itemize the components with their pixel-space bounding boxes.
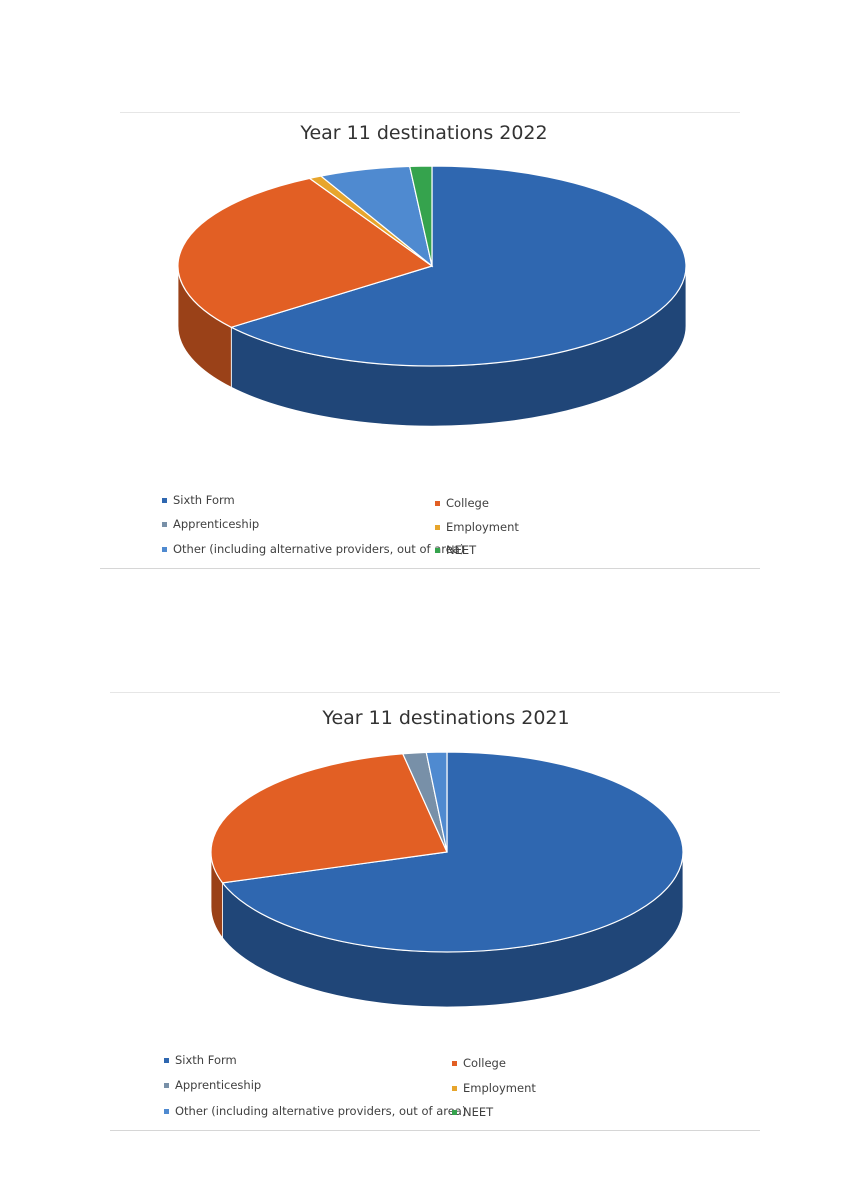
legend-item: Employment — [452, 1081, 536, 1095]
pie-slice — [408, 165, 433, 267]
legend-swatch — [162, 497, 167, 503]
legend-swatch — [164, 1057, 169, 1063]
pie-slice — [229, 165, 687, 367]
legend-item: Sixth Form — [164, 1053, 237, 1067]
legend-swatch — [435, 500, 440, 506]
legend-label: College — [463, 1056, 506, 1070]
legend-swatch — [435, 524, 440, 530]
legend-label: Other (including alternative providers, … — [173, 542, 465, 556]
legend-swatch — [435, 547, 440, 553]
pie-plot — [210, 751, 684, 1008]
legend-swatch — [452, 1085, 457, 1091]
legend-label: College — [446, 496, 489, 510]
pie-slice — [210, 753, 448, 884]
chart-title: Year 11 destinations 2021 — [322, 707, 570, 729]
legend-item: College — [452, 1056, 506, 1070]
legend-item: Apprenticeship — [162, 517, 259, 531]
legend-label: Sixth Form — [173, 493, 235, 507]
chart-frame-top — [120, 112, 740, 113]
legend-item: NEET — [435, 543, 476, 557]
legend-item: Employment — [435, 520, 519, 534]
pie-plot — [177, 165, 687, 427]
legend-item: College — [435, 496, 489, 510]
chart-title: Year 11 destinations 2022 — [300, 122, 548, 144]
legend-swatch — [452, 1109, 457, 1115]
chart-frame-top — [110, 692, 780, 693]
legend-item: Sixth Form — [162, 493, 235, 507]
legend-swatch — [162, 546, 167, 552]
legend-swatch — [164, 1082, 169, 1088]
legend-item: NEET — [452, 1105, 493, 1119]
pie-slice — [425, 751, 448, 853]
pie-slice — [177, 177, 434, 328]
legend-swatch — [452, 1060, 457, 1066]
legend-label: NEET — [463, 1105, 494, 1119]
legend-item: Other (including alternative providers, … — [164, 1104, 466, 1118]
chart-frame-bottom — [110, 1130, 760, 1131]
legend-label: NEET — [446, 543, 477, 557]
legend-label: Employment — [446, 520, 519, 534]
legend-label: Employment — [463, 1081, 536, 1095]
legend-swatch — [164, 1108, 169, 1114]
legend-label: Apprenticeship — [175, 1078, 262, 1092]
legend-label: Other (including alternative providers, … — [175, 1104, 467, 1118]
legend-label: Sixth Form — [175, 1053, 237, 1067]
legend-label: Apprenticeship — [173, 517, 260, 531]
pie-slice — [221, 751, 684, 953]
legend-swatch — [162, 521, 167, 527]
legend-item: Other (including alternative providers, … — [162, 542, 464, 556]
chart-frame-bottom — [100, 568, 760, 569]
legend-item: Apprenticeship — [164, 1078, 261, 1092]
